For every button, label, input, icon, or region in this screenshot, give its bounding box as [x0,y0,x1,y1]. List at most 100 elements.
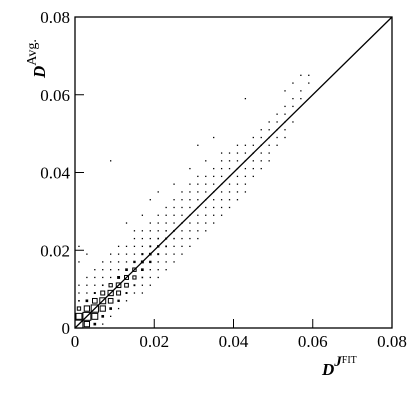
bin-box [213,136,215,139]
bin-box [149,276,151,279]
bin-box [244,175,247,178]
bin-box [83,320,91,328]
bin-box [109,307,112,310]
bin-box [260,129,262,131]
bin-box [133,260,136,264]
bin-box [90,304,99,313]
bin-box [117,245,120,248]
bin-box [110,269,112,271]
bin-box [300,74,302,76]
bin-box [110,276,112,279]
bin-box [220,160,223,162]
bin-box [244,144,247,146]
bin-box [125,292,128,295]
bin-box [141,214,144,216]
bin-box [99,297,107,305]
bin-box [197,191,199,193]
bin-box [300,90,302,92]
bin-box [157,261,159,263]
bin-box [236,152,239,154]
bin-box [157,214,159,216]
bin-box [284,136,286,139]
diagonal-line [74,16,393,329]
bin-box [268,144,270,146]
bin-box [268,121,270,123]
bin-box [124,282,129,288]
bin-box [100,290,106,296]
bin-box [284,90,286,92]
bin-box [117,276,121,279]
bin-box [181,230,183,232]
bin-box [236,191,239,193]
y-label-base: D [30,66,49,79]
bin-box [125,268,128,272]
bin-box [213,183,215,185]
bin-box [173,245,175,248]
bin-box [141,253,144,256]
bin-box [108,283,113,288]
bin-box [228,199,231,201]
bin-box [181,253,183,255]
bin-box [141,245,144,248]
bin-box [220,199,223,201]
bin-box [197,230,199,232]
bin-box [213,199,215,201]
bin-box [213,222,215,224]
bin-box [110,160,112,162]
bin-box [86,276,88,279]
bin-box [189,191,191,193]
bin-box [125,245,128,248]
bin-box [284,105,286,108]
bin-box [125,300,128,302]
bin-box [75,312,83,320]
bin-box [228,191,231,193]
bin-box [132,275,137,280]
bin-box [94,284,96,286]
bin-box [268,160,270,162]
bin-box [236,199,239,201]
bin-box [157,237,160,240]
bin-box [189,183,191,185]
bin-box [101,284,104,287]
y-tick-label: 0 [62,319,71,338]
bin-box [308,74,310,76]
bin-box [157,191,159,193]
bin-box [220,214,223,216]
bin-box [165,261,167,263]
bin-box [91,312,99,320]
bin-box [157,230,159,232]
bin-box [133,230,136,232]
bin-box [133,237,136,240]
bin-box [300,97,302,100]
bin-box [252,144,254,146]
bin-box [205,222,207,224]
bin-box [228,206,231,209]
bin-box [149,222,151,224]
bin-box [115,282,122,289]
bin-box [205,206,207,209]
bin-box [228,160,231,162]
bin-box [86,292,88,294]
bin-box [165,230,167,232]
bin-box [133,292,136,294]
y-tick-label: 0.02 [40,241,70,260]
bin-box [197,175,199,178]
bin-box [82,311,92,321]
bin-box [107,289,114,297]
bin-box [276,136,278,139]
bin-box [165,253,167,255]
bin-box [244,167,247,170]
x-tick-label: 0.02 [139,332,169,351]
bin-box [260,152,262,154]
bin-box [276,144,278,146]
bin-box [78,245,80,248]
bin-box [228,167,231,170]
bin-box [141,237,144,240]
x-label-base: D [321,360,334,379]
x-tick-label: 0.06 [298,332,328,351]
x-label-sup-sup: FIT [342,355,357,366]
bin-box [181,245,183,248]
y-tick-label: 0.08 [40,8,70,27]
bin-box [213,167,215,170]
bin-box [157,269,159,271]
